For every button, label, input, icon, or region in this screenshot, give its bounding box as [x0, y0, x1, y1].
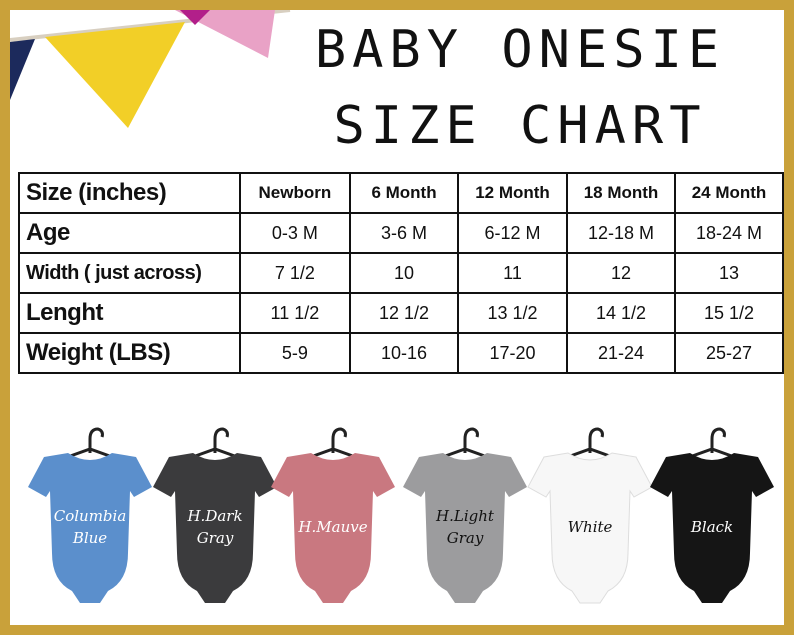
cell: 12 [566, 252, 676, 294]
cell: 15 1/2 [673, 292, 784, 334]
onesie: Black [650, 427, 774, 603]
cell: 25-27 [673, 332, 784, 374]
row-header: Size (inches) [18, 172, 241, 214]
color-label: Black [690, 518, 733, 536]
color-label: Blue [72, 529, 107, 547]
cell: 12-18 M [566, 212, 676, 254]
pennant [180, 10, 210, 25]
cell: 17-20 [457, 332, 568, 374]
cell: Newborn [238, 172, 352, 214]
color-label: H.Light [435, 507, 495, 525]
onesie: White [527, 427, 653, 604]
onesie-body [271, 453, 395, 603]
cell: 13 1/2 [457, 292, 568, 334]
cell: 6-12 M [457, 212, 568, 254]
onesie: H.Mauve [271, 427, 395, 603]
table-row: Weight (LBS) 5-9 10-16 17-20 21-24 25-27 [18, 332, 784, 374]
cell: 0-3 M [238, 212, 352, 254]
cell: 12 1/2 [349, 292, 460, 334]
cell: 11 1/2 [238, 292, 352, 334]
color-label: Gray [447, 529, 484, 547]
pennant [10, 39, 35, 100]
table-row: Lenght 11 1/2 12 1/2 13 1/2 14 1/2 15 1/2 [18, 292, 784, 334]
onesies: Columbia Blue H.Dark Gray H.Mauve H.Light Gray… [28, 427, 774, 604]
onesie-body [527, 452, 653, 604]
cell: 13 [673, 252, 784, 294]
row-header: Weight (LBS) [18, 332, 241, 374]
cell: 7 1/2 [238, 252, 352, 294]
cell: 14 1/2 [566, 292, 676, 334]
table-row: Size (inches) Newborn 6 Month 12 Month 18 Mo… [18, 172, 784, 214]
title-line: BABY ONESIE [314, 20, 726, 80]
onesie: Columbia Blue [28, 427, 152, 603]
poster: BABY ONESIE SIZE CHART Size (inches) Newb… [10, 10, 784, 625]
table-row: Age 0-3 M 3-6 M 6-12 M 12-18 M 18-24 M [18, 212, 784, 254]
pennant [175, 10, 275, 58]
table-row: Width ( just across) 7 1/2 10 11 12 13 [18, 252, 784, 294]
cell: 10 [349, 252, 460, 294]
cell: 12 Month [457, 172, 568, 214]
cell: 11 [457, 252, 568, 294]
pennant [45, 22, 185, 128]
row-header: Lenght [18, 292, 241, 334]
title-line: SIZE CHART [333, 96, 707, 156]
cell: 5-9 [238, 332, 352, 374]
row-header: Age [18, 212, 241, 254]
color-label: H.Mauve [297, 518, 367, 536]
onesie: H.Light Gray [403, 427, 527, 603]
cell: 3-6 M [349, 212, 460, 254]
cell: 18-24 M [673, 212, 784, 254]
cell: 21-24 [566, 332, 676, 374]
onesie: H.Dark Gray [153, 427, 277, 603]
cell: 18 Month [566, 172, 676, 214]
cell: 6 Month [349, 172, 460, 214]
row-header: Width ( just across) [18, 252, 241, 294]
size-table: Size (inches) Newborn 6 Month 12 Month 18 Mo… [18, 172, 784, 374]
cell: 24 Month [673, 172, 784, 214]
color-label: Gray [197, 529, 234, 547]
color-label: H.Dark [186, 507, 242, 525]
color-label: Columbia [54, 507, 127, 525]
onesie-body [28, 453, 152, 603]
color-label: White [568, 518, 613, 536]
onesie-body [153, 453, 277, 603]
cell: 10-16 [349, 332, 460, 374]
onesie-body [650, 453, 774, 603]
onesie-body [403, 453, 527, 603]
decor [10, 10, 291, 128]
